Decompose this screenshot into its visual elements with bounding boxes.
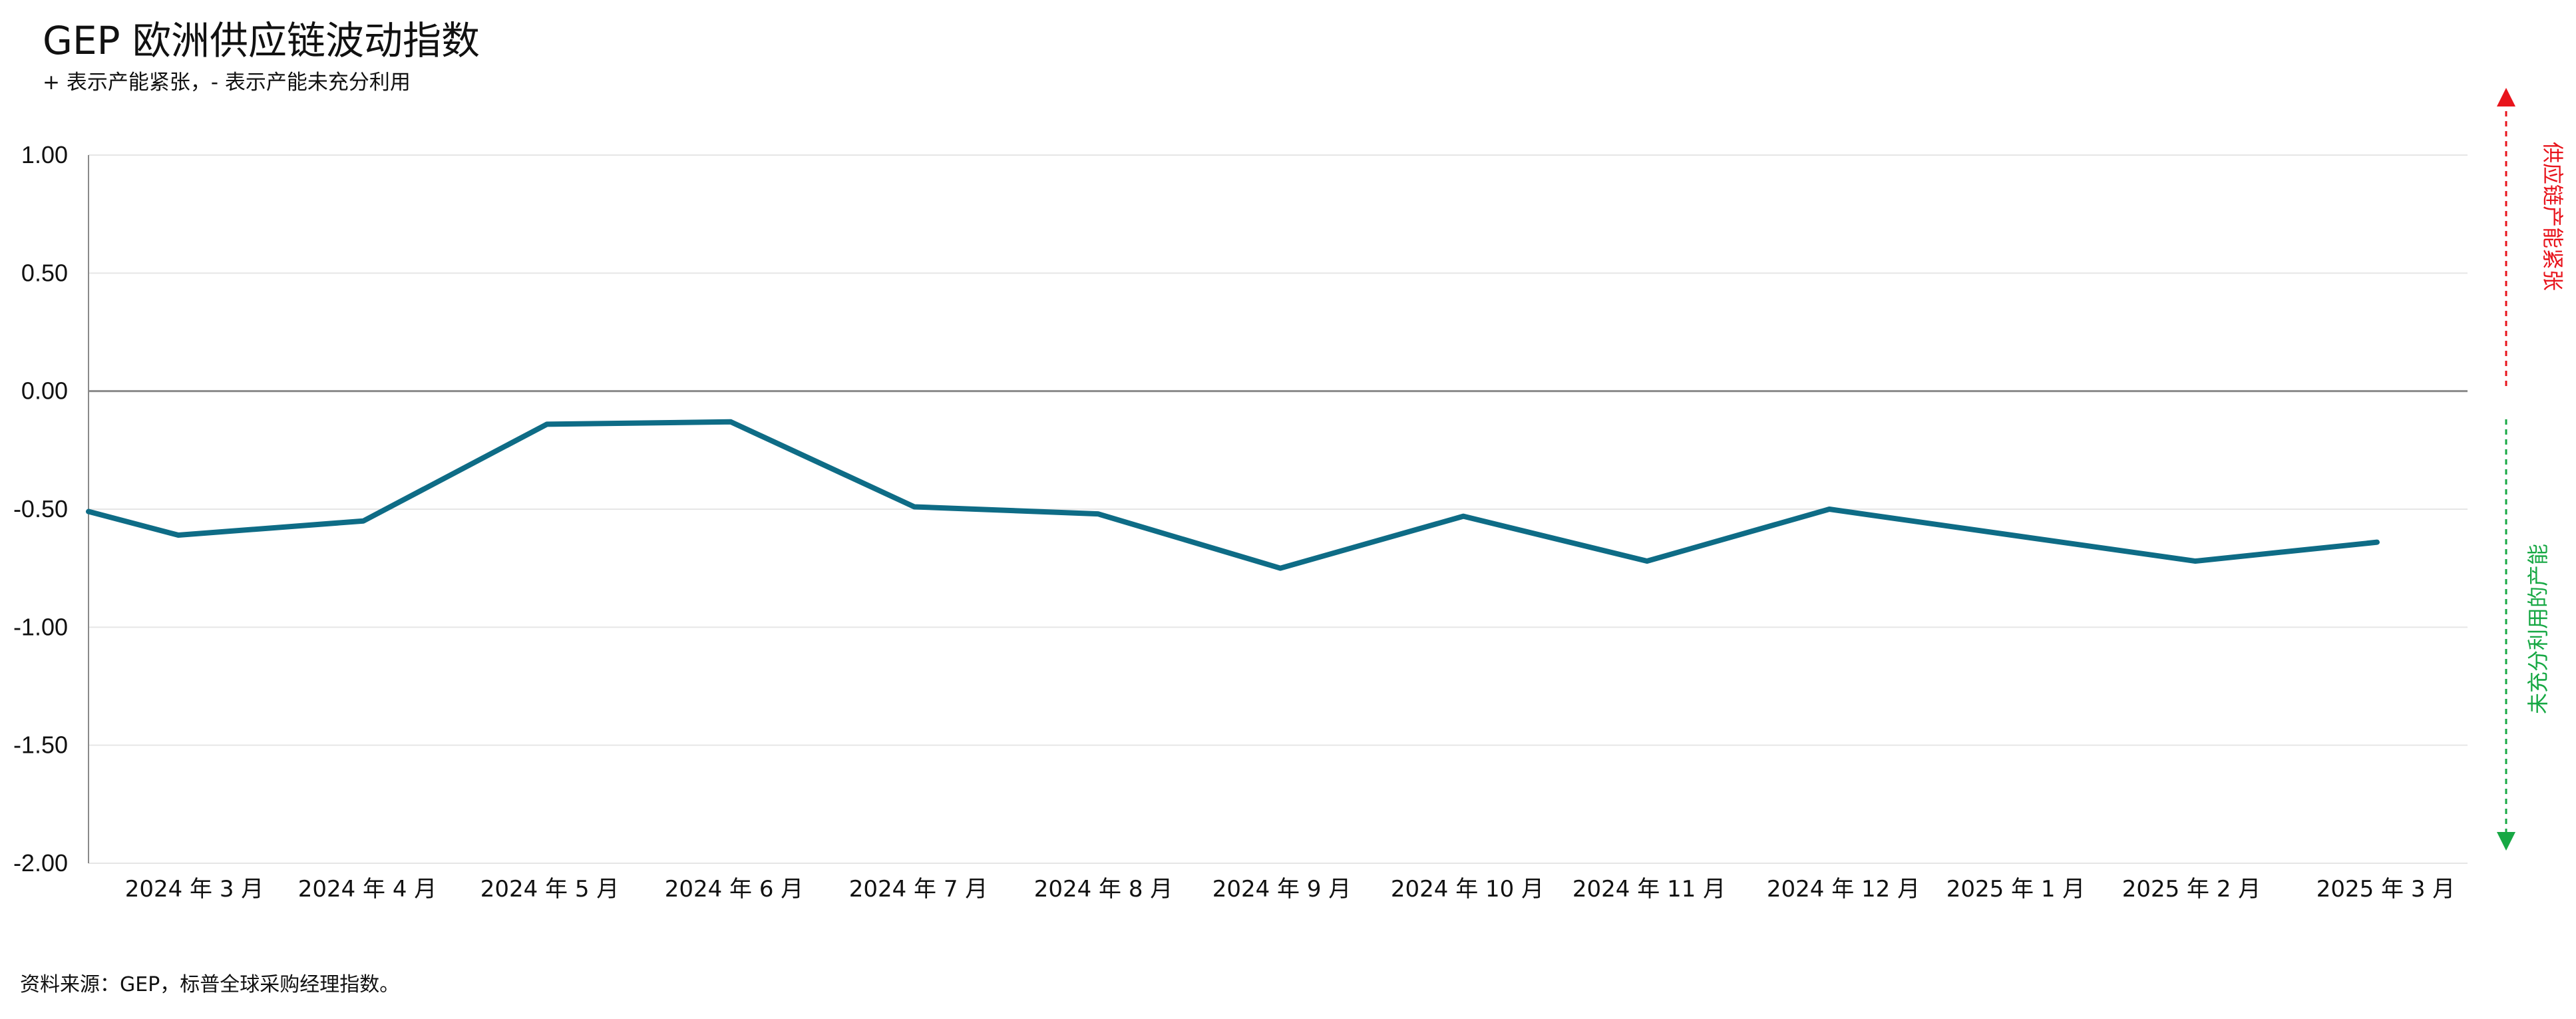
x-tick-label: 2024 年 12 月 <box>1767 876 1920 903</box>
x-tick-label: 2024 年 8 月 <box>1034 876 1173 903</box>
y-tick-label: -1.00 <box>13 613 68 640</box>
x-tick-label: 2024 年 3 月 <box>125 876 264 903</box>
tight-capacity-label: 供应链产能紧张 <box>2540 142 2565 291</box>
x-tick-label: 2024 年 6 月 <box>665 876 804 903</box>
data-point <box>1096 512 1100 516</box>
data-point <box>2375 540 2379 544</box>
y-tick-label: -1.50 <box>13 731 68 759</box>
data-point <box>2193 559 2197 564</box>
data-point <box>361 518 365 523</box>
data-point <box>2010 533 2014 538</box>
underused-capacity-label: 未充分利用的产能 <box>2525 544 2551 714</box>
data-point <box>545 422 549 427</box>
y-tick-label: 0.00 <box>21 377 68 405</box>
x-tick-label: 2024 年 7 月 <box>849 876 988 903</box>
x-tick-label: 2025 年 2 月 <box>2122 876 2261 903</box>
up-arrow-icon <box>2497 88 2515 106</box>
data-point <box>729 419 733 424</box>
data-point <box>1278 566 1282 570</box>
y-tick-label: -0.50 <box>13 495 68 522</box>
y-tick-label: -2.00 <box>13 849 68 877</box>
x-tick-label: 2025 年 3 月 <box>2316 876 2456 903</box>
down-arrow-icon <box>2497 832 2515 851</box>
data-point <box>87 509 91 514</box>
data-point <box>1461 514 1465 518</box>
x-tick-label: 2024 年 9 月 <box>1212 876 1352 903</box>
chart-title: GEP 欧洲供应链波动指数 <box>43 18 480 63</box>
y-tick-label: 1.00 <box>21 141 68 168</box>
x-tick-label: 2025 年 1 月 <box>1946 876 2086 903</box>
data-point <box>176 533 180 538</box>
x-tick-label: 2024 年 10 月 <box>1391 876 1544 903</box>
series-line <box>86 419 2380 571</box>
x-tick-label: 2024 年 11 月 <box>1572 876 1726 903</box>
x-tick-label: 2024 年 4 月 <box>298 876 437 903</box>
x-tick-label: 2024 年 5 月 <box>480 876 620 903</box>
data-point <box>1827 507 1831 511</box>
data-point <box>912 505 916 509</box>
y-tick-label: 0.50 <box>21 259 68 286</box>
source-note: 资料来源：GEP，标普全球采购经理指数。 <box>20 973 400 996</box>
chart-subtitle: + 表示产能紧张，- 表示产能未充分利用 <box>43 71 411 95</box>
data-point <box>1645 559 1649 564</box>
